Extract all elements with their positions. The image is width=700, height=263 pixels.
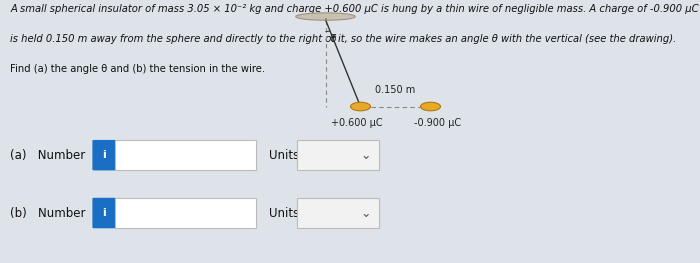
Text: (b)   Number: (b) Number (10, 206, 86, 220)
Ellipse shape (295, 13, 355, 20)
FancyBboxPatch shape (297, 140, 379, 170)
Text: (a)   Number: (a) Number (10, 149, 85, 162)
FancyBboxPatch shape (297, 198, 379, 228)
FancyBboxPatch shape (115, 198, 256, 228)
Text: ⌄: ⌄ (360, 149, 371, 162)
Text: -0.900 μC: -0.900 μC (414, 118, 461, 128)
Text: i: i (102, 150, 106, 160)
FancyBboxPatch shape (115, 140, 256, 170)
Text: Find (a) the angle θ and (b) the tension in the wire.: Find (a) the angle θ and (b) the tension… (10, 64, 265, 74)
FancyBboxPatch shape (92, 140, 116, 170)
Text: A small spherical insulator of mass 3.05 × 10⁻² kg and charge +0.600 μC is hung : A small spherical insulator of mass 3.05… (10, 4, 699, 14)
Text: ⌄: ⌄ (360, 206, 371, 220)
Text: +0.600 μC: +0.600 μC (331, 118, 383, 128)
Ellipse shape (421, 102, 440, 111)
Text: 0.150 m: 0.150 m (375, 85, 416, 95)
Text: is held 0.150 m away from the sphere and directly to the right of it, so the wir: is held 0.150 m away from the sphere and… (10, 34, 677, 44)
Text: Units: Units (270, 149, 300, 162)
Text: i: i (102, 208, 106, 218)
Text: θ: θ (330, 34, 336, 44)
FancyBboxPatch shape (92, 198, 116, 228)
Ellipse shape (351, 102, 370, 111)
Text: Units: Units (270, 206, 300, 220)
